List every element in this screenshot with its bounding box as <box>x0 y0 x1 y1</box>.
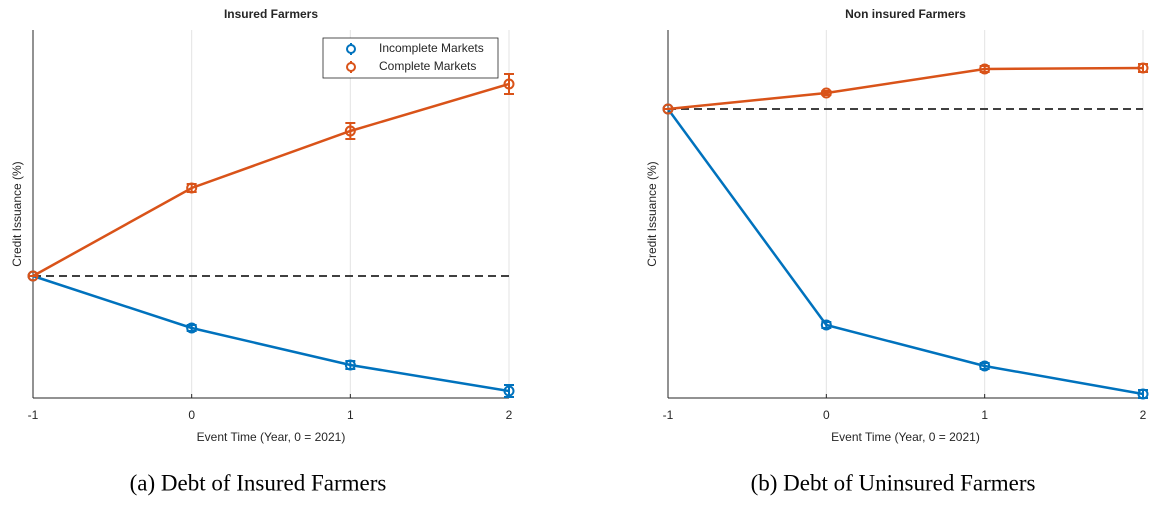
marker <box>820 319 832 331</box>
caption: (b) Debt of Uninsured Farmers <box>751 470 1036 495</box>
series-line <box>32 274 510 393</box>
marker <box>979 63 991 75</box>
marker <box>344 125 356 137</box>
marker <box>186 322 198 334</box>
x-tick-label: -1 <box>663 408 674 422</box>
legend-label: Incomplete Markets <box>379 41 484 55</box>
marker <box>27 270 39 282</box>
series-line <box>667 66 1144 111</box>
error-bar <box>504 73 514 95</box>
x-tick-label: 1 <box>347 408 354 422</box>
chart-title: Insured Farmers <box>224 7 318 21</box>
marker <box>1137 62 1149 74</box>
marker <box>503 78 515 90</box>
marker <box>344 359 356 371</box>
marker <box>503 385 515 397</box>
marker <box>186 182 198 194</box>
x-tick-label: -1 <box>28 408 39 422</box>
legend-label: Complete Markets <box>379 59 476 73</box>
series-line <box>32 82 510 278</box>
legend-symbol <box>346 44 356 54</box>
marker <box>979 360 991 372</box>
legend-symbol <box>346 62 356 72</box>
x-axis-label: Event Time (Year, 0 = 2021) <box>831 430 980 444</box>
x-tick-label: 2 <box>506 408 513 422</box>
y-axis-label: Credit Issuance (%) <box>645 161 659 266</box>
marker <box>1137 388 1149 400</box>
marker <box>820 87 832 99</box>
chart-title: Non insured Farmers <box>845 7 966 21</box>
x-axis-label: Event Time (Year, 0 = 2021) <box>197 430 346 444</box>
x-tick-label: 1 <box>981 408 988 422</box>
x-tick-label: 0 <box>188 408 195 422</box>
caption: (a) Debt of Insured Farmers <box>130 470 387 495</box>
y-axis-label: Credit Issuance (%) <box>10 161 24 266</box>
marker <box>662 103 674 115</box>
x-tick-label: 2 <box>1140 408 1147 422</box>
series-line <box>666 108 1144 396</box>
x-tick-label: 0 <box>823 408 830 422</box>
